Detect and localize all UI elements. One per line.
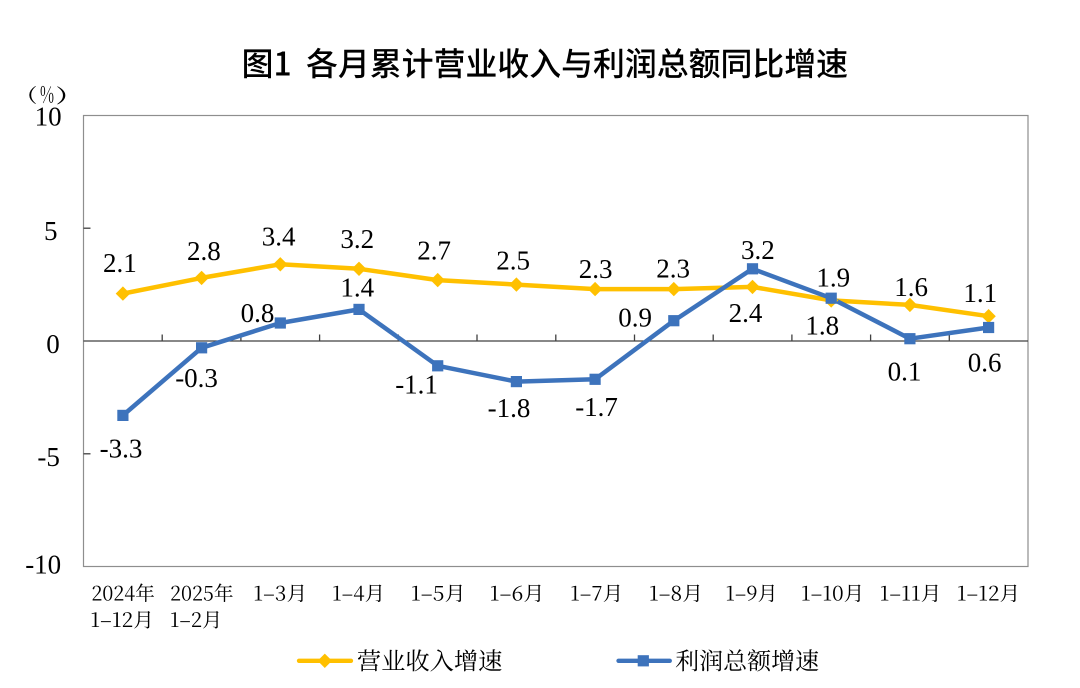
svg-text:3.4: 3.4 — [262, 221, 296, 251]
svg-text:10: 10 — [35, 101, 62, 131]
svg-text:1.6: 1.6 — [894, 272, 928, 302]
svg-text:2.3: 2.3 — [579, 254, 613, 284]
svg-text:1.8: 1.8 — [805, 311, 839, 341]
svg-text:-0.3: -0.3 — [175, 363, 218, 393]
svg-text:2.4: 2.4 — [729, 298, 763, 328]
svg-text:2.5: 2.5 — [496, 245, 530, 275]
svg-text:3.2: 3.2 — [340, 224, 374, 254]
svg-text:-3.3: -3.3 — [100, 433, 143, 463]
svg-text:1.4: 1.4 — [340, 272, 374, 302]
svg-text:-5: -5 — [37, 442, 60, 472]
svg-text:2.1: 2.1 — [103, 248, 137, 278]
svg-text:0.9: 0.9 — [618, 303, 652, 333]
svg-text:3.2: 3.2 — [741, 235, 775, 265]
svg-text:1.9: 1.9 — [816, 262, 850, 292]
svg-text:1.1: 1.1 — [963, 278, 997, 308]
svg-text:0.8: 0.8 — [241, 298, 275, 328]
svg-text:2.3: 2.3 — [656, 253, 690, 283]
svg-text:-1.8: -1.8 — [488, 393, 531, 423]
svg-text:0.1: 0.1 — [888, 356, 922, 386]
svg-text:-1.1: -1.1 — [395, 370, 438, 400]
svg-text:5: 5 — [44, 216, 58, 246]
svg-text:0: 0 — [46, 329, 60, 359]
svg-text:0.6: 0.6 — [968, 347, 1002, 377]
svg-text:2.8: 2.8 — [187, 236, 221, 266]
svg-text:-10: -10 — [25, 549, 61, 579]
svg-text:-1.7: -1.7 — [575, 392, 618, 422]
svg-text:2.7: 2.7 — [417, 236, 451, 266]
